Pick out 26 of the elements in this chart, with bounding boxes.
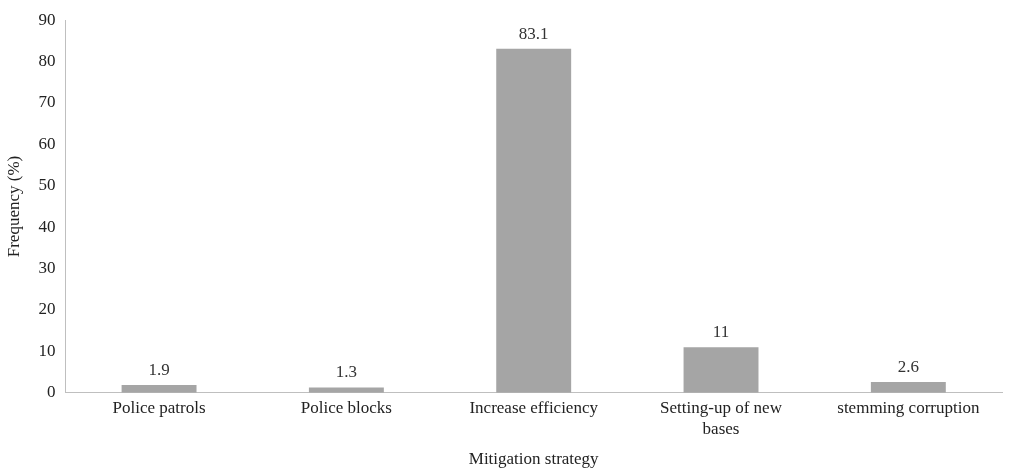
x-tick-label: Increase efficiency (469, 398, 599, 418)
y-tick-label: 50 (38, 175, 56, 195)
y-tick-label: 0 (46, 382, 56, 402)
y-tick-label: 30 (38, 258, 56, 278)
bar (683, 347, 759, 393)
data-label: 1.3 (335, 362, 358, 382)
bar (308, 387, 384, 393)
bar (870, 382, 946, 393)
x-tick-label: Police patrols (112, 398, 206, 418)
data-label: 1.9 (148, 359, 170, 379)
data-label: 11 (712, 322, 730, 342)
y-axis-title: Frequency (%) (3, 155, 23, 258)
y-tick-label: 20 (38, 299, 56, 319)
data-label: 2.6 (897, 357, 919, 376)
y-tick-label: 80 (38, 51, 56, 71)
y-tick-label: 90 (38, 9, 56, 29)
y-tick-label: 10 (38, 340, 56, 360)
x-tick-label: Setting-up of new bases (660, 398, 783, 438)
y-tick-label: 70 (38, 92, 56, 112)
x-tick-label: stemming corruption (837, 398, 980, 418)
bar (496, 48, 572, 393)
data-label: 83.1 (518, 23, 549, 43)
y-tick-label: 60 (38, 133, 56, 153)
y-tick-label: 40 (38, 216, 56, 236)
x-axis-title: Mitigation strategy (468, 449, 600, 469)
x-tick-label: Police blocks (300, 398, 392, 418)
